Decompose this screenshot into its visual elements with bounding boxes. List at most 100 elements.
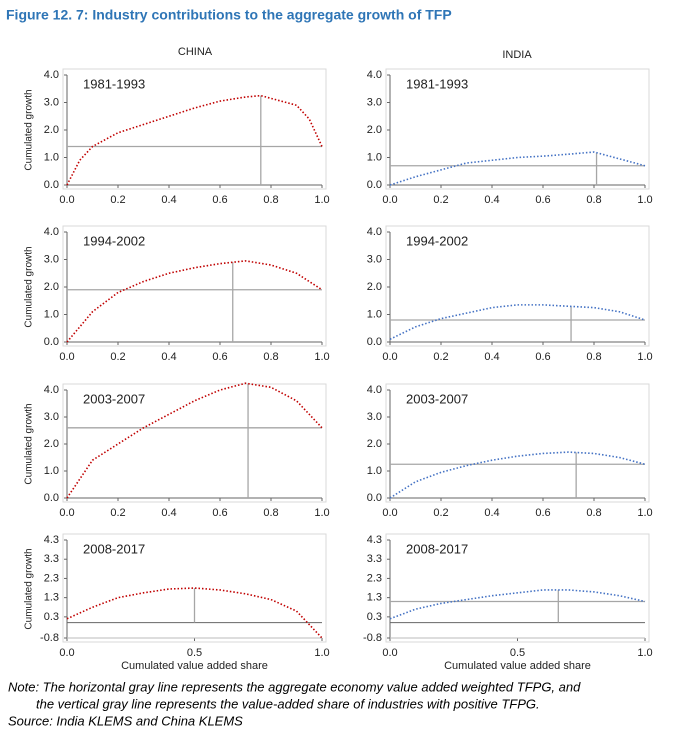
x-tick-label: 0.6 — [212, 351, 227, 363]
x-tick-label: 0.4 — [484, 194, 499, 206]
x-tick-label: 0.6 — [212, 507, 227, 519]
x-tick-label: 0.0 — [59, 507, 74, 519]
x-tick-label: 0.8 — [263, 507, 278, 519]
x-axis-label: Cumulated value added share — [121, 660, 268, 672]
y-tick-label: 1.0 — [44, 151, 59, 163]
x-tick-label: 0.2 — [433, 507, 448, 519]
y-tick-label: 4.3 — [44, 534, 59, 546]
x-tick-label: 1.0 — [637, 194, 652, 206]
y-tick-label: -0.8 — [363, 632, 382, 644]
x-tick-label: 1.0 — [637, 507, 652, 519]
x-tick-label: 0.8 — [586, 351, 601, 363]
y-tick-label: 4.3 — [367, 534, 382, 546]
panel-label: 1994-2002 — [406, 233, 468, 248]
y-tick-label: -0.8 — [40, 632, 59, 644]
y-tick-label: 0.0 — [44, 336, 59, 348]
y-tick-label: 4.0 — [44, 226, 59, 238]
panel-label: 2008-2017 — [406, 541, 468, 556]
x-tick-label: 0.0 — [382, 351, 397, 363]
series-line — [389, 589, 646, 620]
y-tick-label: 4.0 — [367, 226, 382, 238]
y-tick-label: 4.0 — [367, 384, 382, 396]
x-tick-label: 0.5 — [187, 647, 202, 659]
series-line — [66, 260, 323, 343]
panel-label: 2003-2007 — [83, 391, 145, 406]
x-tick-label: 0.2 — [433, 351, 448, 363]
x-tick-label: 0.2 — [110, 194, 125, 206]
source: Source: India KLEMS and China KLEMS — [8, 713, 243, 728]
y-tick-label: 4.0 — [44, 69, 59, 81]
panel-frame — [385, 225, 650, 347]
x-tick-label: 0.5 — [510, 647, 525, 659]
y-tick-label: 1.0 — [367, 465, 382, 477]
series-line — [389, 451, 646, 499]
panel-frame — [385, 533, 650, 643]
x-tick-label: 0.0 — [59, 194, 74, 206]
y-tick-label: 0.0 — [44, 179, 59, 191]
y-tick-label: 3.3 — [44, 553, 59, 565]
note: the vertical gray line represents the va… — [36, 696, 540, 711]
y-tick-label: 0.0 — [367, 492, 382, 504]
series-line — [389, 304, 646, 340]
x-tick-label: 1.0 — [314, 351, 329, 363]
y-tick-label: 3.0 — [367, 253, 382, 265]
note: Note: The horizontal gray line represent… — [8, 679, 581, 694]
x-tick-label: 0.8 — [263, 351, 278, 363]
y-tick-label: 2.0 — [367, 281, 382, 293]
y-tick-label: 0.0 — [44, 492, 59, 504]
x-tick-label: 0.0 — [382, 507, 397, 519]
y-tick-label: 1.0 — [44, 465, 59, 477]
y-tick-label: 2.3 — [44, 572, 59, 584]
x-tick-label: 1.0 — [314, 507, 329, 519]
y-tick-label: 0.0 — [367, 336, 382, 348]
panel-label: 2008-2017 — [83, 541, 145, 556]
panel-label: 1981-1993 — [406, 76, 468, 91]
y-tick-label: 2.3 — [367, 572, 382, 584]
x-tick-label: 0.4 — [161, 194, 176, 206]
y-axis-label: Cumulated growth — [24, 246, 35, 327]
panel-label: 2003-2007 — [406, 391, 468, 406]
y-tick-label: 4.0 — [367, 69, 382, 81]
y-tick-label: 2.0 — [367, 124, 382, 136]
y-tick-label: 1.3 — [44, 592, 59, 604]
x-tick-label: 0.0 — [59, 647, 74, 659]
series-line — [66, 382, 323, 499]
x-tick-label: 1.0 — [637, 351, 652, 363]
y-tick-label: 1.0 — [44, 308, 59, 320]
x-tick-label: 0.0 — [59, 351, 74, 363]
panel-frame — [62, 225, 327, 347]
panel-frame — [62, 533, 327, 643]
y-tick-label: 0.3 — [367, 611, 382, 623]
panel-label: 1981-1993 — [83, 76, 145, 91]
x-tick-label: 0.4 — [161, 351, 176, 363]
y-tick-label: 3.0 — [367, 96, 382, 108]
x-tick-label: 0.4 — [484, 351, 499, 363]
y-tick-label: 1.0 — [367, 308, 382, 320]
panel-frame — [385, 383, 650, 503]
y-tick-label: 2.0 — [44, 124, 59, 136]
column-title: CHINA — [178, 46, 213, 58]
x-tick-label: 1.0 — [314, 647, 329, 659]
x-tick-label: 0.6 — [535, 194, 550, 206]
y-tick-label: 1.0 — [367, 151, 382, 163]
x-tick-label: 1.0 — [314, 194, 329, 206]
y-axis-label: Cumulated growth — [24, 403, 35, 484]
x-tick-label: 0.0 — [382, 647, 397, 659]
x-tick-label: 0.6 — [535, 507, 550, 519]
x-tick-label: 0.6 — [212, 194, 227, 206]
y-tick-label: 4.0 — [44, 384, 59, 396]
y-tick-label: 3.0 — [367, 411, 382, 423]
x-tick-label: 0.8 — [263, 194, 278, 206]
x-tick-label: 0.2 — [110, 351, 125, 363]
x-tick-label: 0.8 — [586, 507, 601, 519]
panel-frame — [62, 68, 327, 190]
panel-frame — [385, 68, 650, 190]
y-tick-label: 3.0 — [44, 411, 59, 423]
y-tick-label: 3.0 — [44, 96, 59, 108]
y-axis-label: Cumulated growth — [24, 89, 35, 170]
panel-label: 1994-2002 — [83, 233, 145, 248]
x-axis-label: Cumulated value added share — [444, 660, 591, 672]
y-tick-label: 0.3 — [44, 611, 59, 623]
